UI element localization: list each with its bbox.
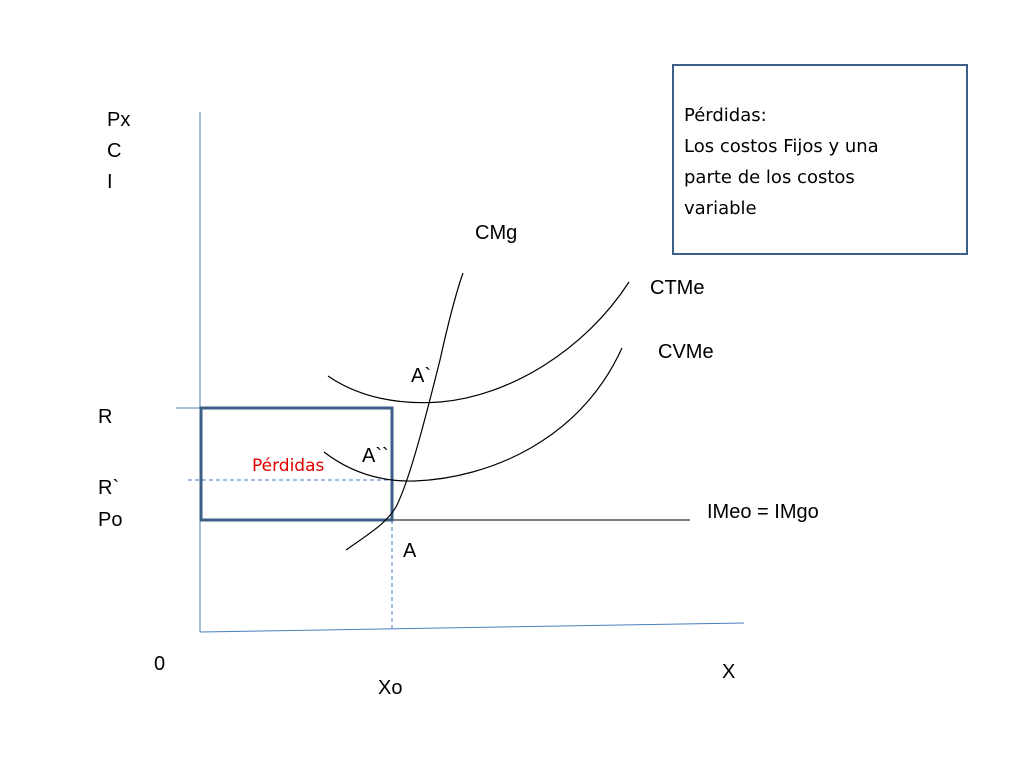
losses-note-box: Pérdidas: Los costos Fijos y una parte d…: [672, 64, 968, 255]
cvme-curve: [323, 347, 623, 482]
cmg-curve: [345, 272, 464, 551]
point-a-prime-label: A`: [411, 365, 431, 387]
point-a-double-prime-label: A``: [362, 445, 389, 467]
note-line-2: Los costos Fijos y una: [684, 136, 879, 157]
x-axis-label: X: [722, 661, 735, 683]
ctme-curve: [327, 281, 630, 404]
loss-area-label: Pérdidas: [252, 456, 325, 476]
price-line-label: IMeo = IMgo: [707, 501, 819, 523]
ctme-label: CTMe: [650, 277, 704, 299]
r-label: R: [98, 406, 112, 428]
note-line-3: parte de los costos: [684, 167, 855, 188]
po-label: Po: [98, 509, 122, 531]
note-line-4: variable: [684, 198, 757, 219]
note-line-1: Pérdidas:: [684, 105, 767, 126]
cmg-label: CMg: [475, 222, 517, 244]
origin-label: 0: [154, 653, 165, 675]
r-prime-label: R`: [98, 477, 119, 499]
xo-label: Xo: [378, 677, 402, 699]
point-a-label: A: [403, 540, 417, 562]
y-axis-label-line-2: C: [107, 140, 121, 162]
y-axis-label-line-3: I: [107, 171, 113, 193]
loss-rectangle: [199, 406, 394, 522]
x-axis: [199, 622, 745, 633]
cvme-label: CVMe: [658, 341, 714, 363]
y-axis-label-line-1: Px: [107, 109, 130, 131]
